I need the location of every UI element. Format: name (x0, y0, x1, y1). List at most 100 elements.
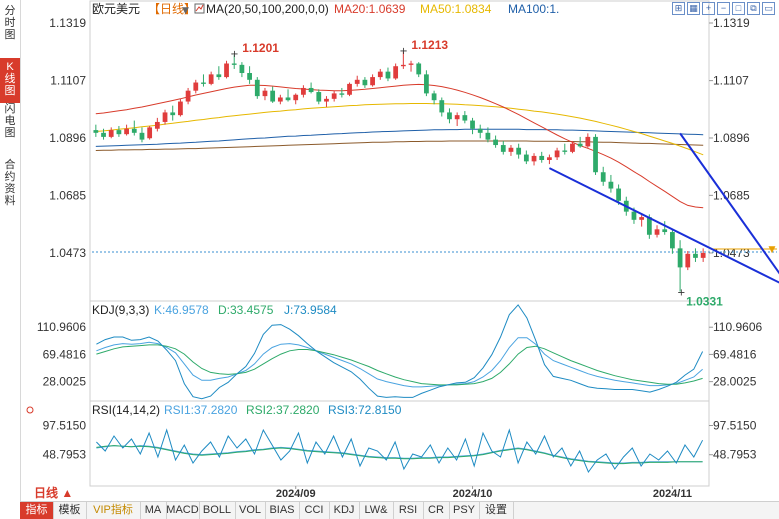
period-dropdown-icon: ▼ (182, 6, 189, 16)
expand-icon[interactable]: ⊞ (672, 2, 685, 15)
tab-cr[interactable]: CR (423, 502, 450, 519)
candle (301, 85, 306, 98)
candle (208, 71, 214, 86)
rsi-legend-params: RSI(14,14,2) (92, 403, 160, 417)
candle-body (670, 232, 675, 249)
candle (431, 90, 437, 105)
candle (608, 174, 614, 193)
y-tick-label-left: 1.0473 (49, 246, 86, 260)
tab-ma[interactable]: MA (140, 502, 167, 519)
candle-body (562, 150, 568, 152)
y-tick-label-right: 1.0896 (713, 131, 750, 145)
sidebar-item-3[interactable]: 合约资料 (0, 156, 20, 213)
caret-up-icon: ▲ (58, 486, 74, 500)
candle (477, 124, 483, 139)
rsi-line-rsi2 (96, 445, 703, 465)
candle-body (508, 147, 514, 152)
candle (239, 62, 245, 78)
candle-body (193, 82, 199, 91)
low-marker-icon: + (677, 288, 685, 299)
candle-body (577, 143, 583, 147)
kdj-tick-right: 69.4816 (713, 347, 757, 361)
restore-icon[interactable]: ⧉ (747, 2, 760, 15)
period-selector-label: 日线 (34, 486, 59, 500)
tab-macd[interactable]: MACD (166, 502, 200, 519)
candle-body (485, 132, 491, 140)
kdj-legend-k: K:46.9578 (154, 303, 209, 317)
window-icon[interactable]: ▭ (762, 2, 775, 15)
tab-设置[interactable]: 设置 (479, 502, 514, 519)
zoom-out-icon[interactable]: − (717, 2, 730, 15)
kdj-legend-d: D:33.4575 (218, 303, 274, 317)
candle (547, 154, 552, 165)
tab-模板[interactable]: 模板 (53, 502, 87, 519)
candle-body (385, 71, 391, 79)
candle (447, 108, 452, 124)
rsi-settings-icon (26, 406, 34, 414)
high-marker-icon: + (230, 49, 238, 60)
ma-line-ma100 (95, 128, 704, 147)
tab-vip指标[interactable]: VIP指标 (86, 502, 141, 519)
candle-body (131, 128, 137, 133)
kdj-legend-j: J:73.9584 (284, 303, 337, 317)
ma-line-ma50 (95, 103, 704, 156)
ma-line-ma20 (95, 83, 704, 209)
candle (231, 55, 237, 69)
candle-body (208, 74, 214, 84)
candle (347, 82, 352, 97)
period-selector[interactable]: 日线 ▲ (20, 486, 92, 501)
candle-body (285, 97, 291, 101)
grid-icon[interactable]: ▦ (687, 2, 700, 15)
zoom-in-icon[interactable]: + (702, 2, 715, 15)
rsi-legend-rsi1: RSI1:37.2820 (164, 403, 238, 417)
candle (485, 127, 491, 143)
candle-body (593, 136, 598, 173)
candle (316, 89, 322, 105)
candle-body (639, 217, 645, 220)
candle-body (178, 101, 183, 116)
tab-psy[interactable]: PSY (449, 502, 480, 519)
tab-cci[interactable]: CCI (299, 502, 330, 519)
tab-boll[interactable]: BOLL (199, 502, 236, 519)
rsi-tick-left: 97.5150 (43, 418, 87, 432)
candle (554, 147, 560, 160)
y-tick-label-right: 1.0685 (713, 188, 750, 202)
candle-body (531, 155, 537, 162)
tab-rsi[interactable]: RSI (393, 502, 424, 519)
candle-body (224, 63, 229, 78)
ma-settings-glyph (195, 4, 204, 12)
candle-body (301, 87, 306, 95)
y-tick-label-left: 1.1107 (50, 74, 86, 88)
ma-line-ma200 (95, 140, 704, 151)
maximize-icon[interactable]: □ (732, 2, 745, 15)
candle (654, 225, 660, 238)
candle-body (646, 217, 652, 235)
candle (162, 109, 168, 125)
tab-vol[interactable]: VOL (235, 502, 266, 519)
candle-body (247, 73, 252, 80)
candle-body (185, 90, 191, 102)
sidebar-item-0[interactable]: 分时图 (0, 2, 20, 47)
candle (277, 94, 283, 105)
candle-body (154, 121, 160, 129)
candle (639, 213, 645, 227)
candle (254, 77, 260, 99)
candle-body (677, 248, 683, 268)
candle-body (201, 82, 206, 84)
rsi-tick-right: 48.7953 (713, 448, 757, 462)
tab-bias[interactable]: BIAS (265, 502, 300, 519)
rsi-line-rsi3 (96, 428, 704, 474)
tab-kdj[interactable]: KDJ (329, 502, 360, 519)
candle (685, 251, 691, 271)
candle (116, 126, 122, 137)
rsi-line-rsi1 (96, 445, 703, 464)
candle-body (354, 79, 360, 84)
sidebar-item-label: 分时图 (4, 5, 16, 41)
tab-指标[interactable]: 指标 (20, 502, 54, 519)
x-tick-label: 2024/10 (453, 488, 493, 500)
sidebar-item-2[interactable]: 闪电图 (0, 100, 20, 145)
y-tick-label-right: 1.1319 (713, 16, 750, 30)
tab-lw&[interactable]: LW& (359, 502, 394, 519)
candle (523, 150, 529, 165)
